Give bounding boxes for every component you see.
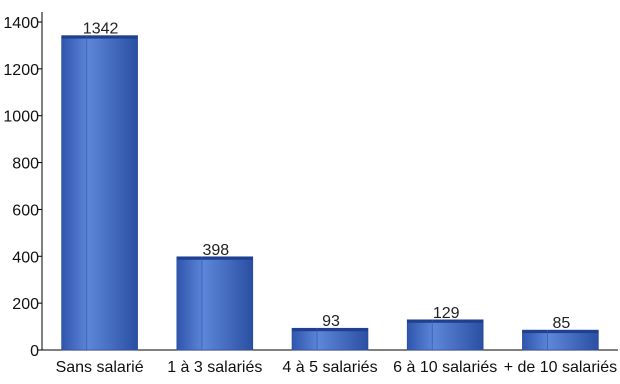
- category-label: 6 à 10 salariés: [393, 359, 497, 376]
- y-tick-label: 1000: [3, 109, 39, 126]
- y-tick-label: 1200: [3, 62, 39, 79]
- y-tick-label: 0: [30, 343, 39, 360]
- bars: [61, 35, 599, 351]
- y-axis-ticks: 0 200 400 600 800 1000 1200 1400: [3, 15, 42, 360]
- data-label: 398: [202, 242, 229, 259]
- labels: 1342 Sans salarié 398 1 à 3 salariés 93 4 à 5…: [56, 21, 618, 376]
- bar: [406, 319, 484, 351]
- bar-top-edge: [176, 256, 253, 260]
- y-tick-label: 200: [12, 296, 39, 313]
- data-label: 129: [433, 305, 460, 322]
- data-label: 93: [322, 313, 340, 330]
- y-tick-label: 400: [12, 249, 39, 266]
- bar-top-edge: [292, 328, 368, 332]
- y-tick-label: 800: [12, 156, 39, 173]
- y-tick-label: 1400: [3, 15, 39, 32]
- bar-top-edge: [407, 319, 484, 323]
- bar: [176, 256, 254, 351]
- category-label: Sans salarié: [56, 359, 144, 376]
- bar: [291, 327, 369, 351]
- data-label: 1342: [83, 21, 119, 38]
- category-label: 1 à 3 salariés: [167, 359, 262, 376]
- category-label: + de 10 salariés: [504, 359, 617, 376]
- y-tick-label: 600: [12, 202, 39, 219]
- bar: [61, 35, 138, 351]
- data-label: 85: [553, 315, 571, 332]
- category-label: 4 à 5 salariés: [282, 359, 377, 376]
- bar-top-edge: [522, 330, 599, 334]
- bar-top-edge: [61, 35, 138, 39]
